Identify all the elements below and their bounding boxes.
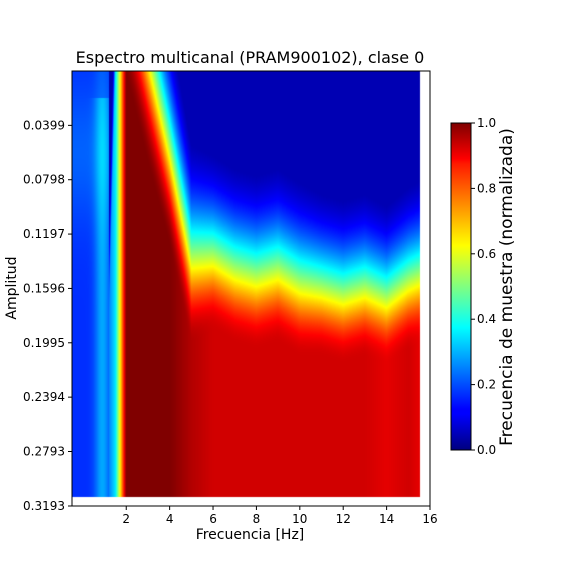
y-axis-label: Amplitud	[4, 256, 20, 319]
y-tick-label: 0.2394	[23, 390, 65, 404]
colorbar-tick-label: 0.6	[477, 247, 496, 261]
x-tick-label: 14	[379, 512, 394, 526]
colorbar-ticks: 0.0 0.2 0.4 0.6 0.8 1.0	[471, 116, 496, 457]
x-tick-label: 8	[253, 512, 261, 526]
x-tick-label: 12	[336, 512, 351, 526]
colorbar-tick-label: 0.0	[477, 443, 496, 457]
colorbar-tick-label: 1.0	[477, 116, 496, 130]
colorbar-label: Frecuencia de muestra (normalizada)	[497, 128, 517, 446]
y-axis-ticks: 0.0399 0.0798 0.1197 0.1596 0.1995 0.2394 0.27…	[23, 118, 72, 513]
y-tick-label: 0.0798	[23, 173, 65, 187]
heatmap-canvas	[72, 71, 430, 506]
colorbar-tick-label: 0.4	[477, 312, 496, 326]
x-tick-label: 16	[422, 512, 437, 526]
colorbar-tick-label: 0.8	[477, 181, 496, 195]
colorbar	[450, 122, 472, 451]
x-tick-label: 10	[292, 512, 307, 526]
y-tick-label: 0.0399	[23, 118, 65, 132]
x-tick-label: 2	[122, 512, 130, 526]
chart-title: Espectro multicanal (PRAM900102), clase …	[76, 48, 425, 67]
heatmap-image	[72, 71, 430, 506]
x-axis-label: Frecuencia [Hz]	[196, 527, 305, 543]
x-axis-ticks: 2 4 6 8 10 12 14 16	[122, 506, 438, 526]
colorbar-tick-label: 0.2	[477, 378, 496, 392]
x-tick-label: 6	[209, 512, 217, 526]
y-tick-label: 0.1596	[23, 281, 65, 295]
y-tick-label: 0.1197	[23, 227, 65, 241]
x-tick-label: 4	[166, 512, 174, 526]
y-tick-label: 0.3193	[23, 499, 65, 513]
y-tick-label: 0.1995	[23, 336, 65, 350]
y-tick-label: 0.2793	[23, 445, 65, 459]
